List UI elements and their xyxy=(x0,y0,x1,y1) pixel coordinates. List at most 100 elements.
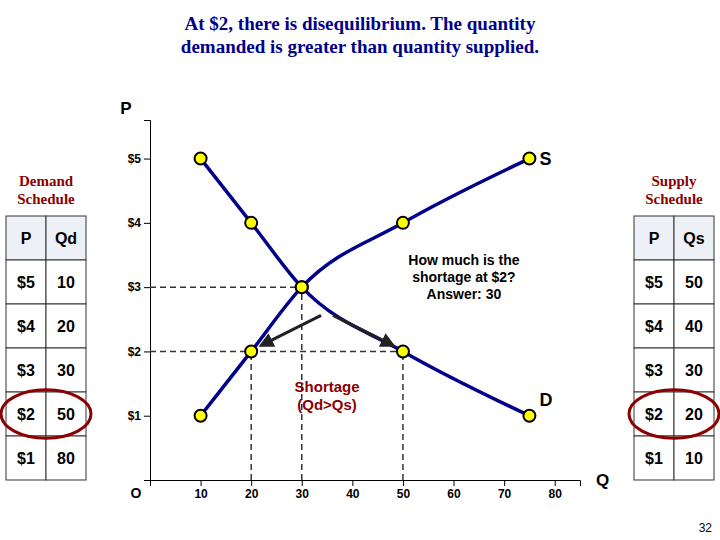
y-tick-label: $4 xyxy=(128,216,142,230)
table-cell xyxy=(674,304,714,348)
text-line: Answer: 30 xyxy=(427,286,502,302)
y-tick-label: $2 xyxy=(128,345,142,359)
table-header: Qs xyxy=(683,230,704,247)
table-cell xyxy=(634,260,674,304)
y-tick-mark xyxy=(144,416,150,417)
text-line: shortage at $2? xyxy=(412,269,515,285)
table-cell xyxy=(674,436,714,480)
table-text: $3 xyxy=(645,362,663,379)
annotation: Shortage(Qd>Qs) xyxy=(295,378,360,413)
text-line: At $2, there is disequilibrium. The quan… xyxy=(185,13,536,34)
table-text: $4 xyxy=(17,318,35,335)
table-text: 50 xyxy=(57,406,75,423)
x-tick-label: 80 xyxy=(549,487,563,501)
schedule-table: SupplySchedulePQs$550$440$330$220$110 xyxy=(629,173,719,480)
y-tick-mark xyxy=(144,159,150,160)
table-header: P xyxy=(649,230,660,247)
chart: At $2, there is disequilibrium. The quan… xyxy=(0,0,720,540)
x-tick: 60 xyxy=(447,480,461,501)
table-cell xyxy=(46,216,86,260)
table-cell xyxy=(674,348,714,392)
y-tick-label: $5 xyxy=(128,152,142,166)
x-tick-mark xyxy=(251,480,252,486)
series-line xyxy=(201,159,530,416)
x-axis-label: Q xyxy=(596,471,609,490)
x-tick-label: 40 xyxy=(346,487,360,501)
x-tick: 50 xyxy=(397,480,411,501)
table-cell xyxy=(6,304,46,348)
data-point xyxy=(296,281,308,293)
table-text: 20 xyxy=(57,318,75,335)
origin-label: O xyxy=(131,485,142,501)
x-tick-mark xyxy=(352,480,353,486)
table-text: 30 xyxy=(57,362,75,379)
table-cell xyxy=(6,216,46,260)
table-cell xyxy=(46,436,86,480)
table-text: 50 xyxy=(685,274,703,291)
highlight-ellipse xyxy=(1,390,91,438)
table-cell xyxy=(6,436,46,480)
table-text: 10 xyxy=(685,450,703,467)
highlight-ellipse xyxy=(629,390,719,438)
schedule-table: DemandSchedulePQd$510$420$330$250$180 xyxy=(1,173,91,480)
y-axis: $1 $2 $3 $4 $5 xyxy=(128,121,151,481)
table-cell xyxy=(674,216,714,260)
x-tick-mark xyxy=(302,480,303,486)
data-point xyxy=(245,345,257,357)
x-tick: 30 xyxy=(296,480,310,501)
y-tick: $3 xyxy=(128,280,150,294)
text-line: Demand xyxy=(19,173,74,189)
reference-line xyxy=(150,351,403,353)
x-tick-label: 60 xyxy=(447,487,461,501)
x-tick-label: 50 xyxy=(397,487,411,501)
y-tick-mark xyxy=(144,351,150,352)
text-line: demanded is greater than quantity suppli… xyxy=(181,36,539,57)
x-tick: 40 xyxy=(346,480,360,501)
x-tick-mark xyxy=(504,480,505,486)
x-tick-mark xyxy=(403,480,404,486)
x-tick-label: 20 xyxy=(245,487,259,501)
table-text: $1 xyxy=(645,450,663,467)
x-tick: 20 xyxy=(245,480,259,501)
table-text: 20 xyxy=(685,406,703,423)
title: At $2, there is disequilibrium. The quan… xyxy=(181,13,539,57)
series-label: D xyxy=(539,390,552,410)
y-axis-line xyxy=(144,121,151,481)
arrow xyxy=(333,315,393,345)
x-axis: 10 20 30 40 50 60 70 80 xyxy=(151,480,581,501)
schedule-title: SupplySchedule xyxy=(645,173,703,207)
x-tick-label: 70 xyxy=(498,487,512,501)
y-tick: $5 xyxy=(128,152,150,166)
x-tick-label: 30 xyxy=(296,487,310,501)
table-text: $2 xyxy=(645,406,663,423)
data-point xyxy=(195,153,207,165)
reference-line xyxy=(150,286,302,288)
y-tick: $4 xyxy=(128,216,150,230)
arrow xyxy=(261,315,321,345)
data-point xyxy=(296,281,308,293)
text-line: (Qd>Qs) xyxy=(297,396,357,413)
annotation: How much is theshortage at $2?Answer: 30 xyxy=(408,252,519,302)
x-tick: 70 xyxy=(498,480,512,501)
data-point xyxy=(397,345,409,357)
x-tick: 80 xyxy=(549,480,563,501)
plot: 1020304050607080$1$2$3$4$5PQODSShortage(… xyxy=(120,99,609,501)
y-tick-mark xyxy=(144,287,150,288)
x-tick-mark xyxy=(555,480,556,486)
table-cell xyxy=(634,436,674,480)
y-tick: $2 xyxy=(128,345,150,359)
x-tick-mark xyxy=(201,480,202,486)
y-tick-label: $1 xyxy=(128,409,142,423)
table-text: $2 xyxy=(17,406,35,423)
table-text: $1 xyxy=(17,450,35,467)
data-point xyxy=(245,217,257,229)
page-number: 32 xyxy=(699,521,713,535)
y-tick-label: $3 xyxy=(128,280,142,294)
x-axis-line xyxy=(151,481,581,487)
table-cell xyxy=(46,260,86,304)
table-cell xyxy=(634,348,674,392)
table-text: 30 xyxy=(685,362,703,379)
x-tick-label: 10 xyxy=(194,487,208,501)
table-text: 80 xyxy=(57,450,75,467)
series-line xyxy=(201,159,530,416)
